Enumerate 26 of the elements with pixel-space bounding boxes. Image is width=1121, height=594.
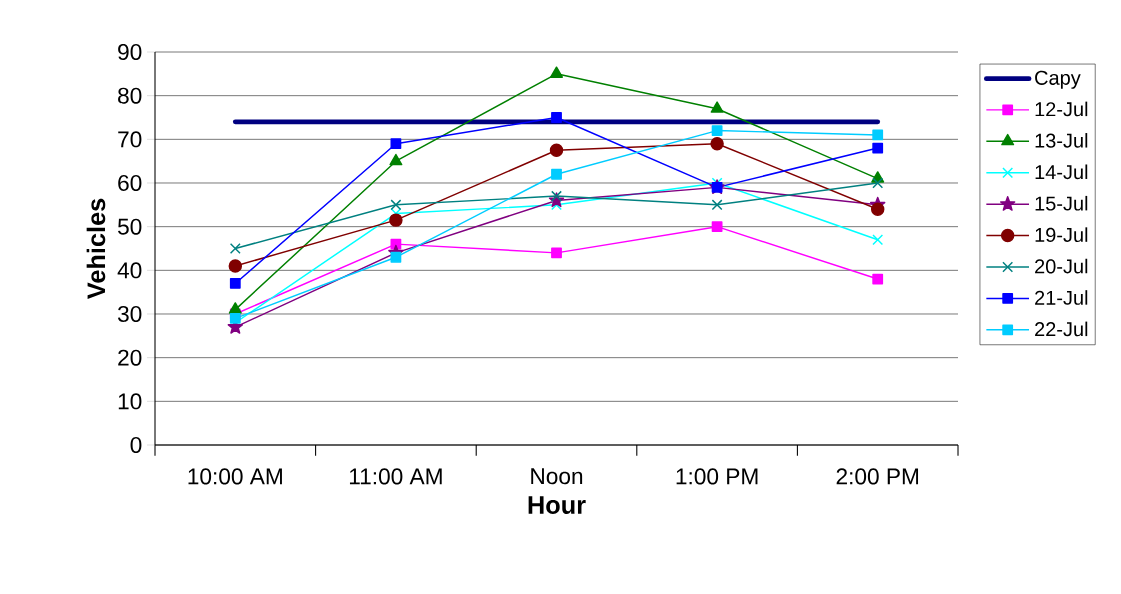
x-tick-label: 10:00 AM [188, 468, 282, 485]
legend-label: 21-Jul [1035, 290, 1088, 305]
legend-label: 14-Jul [1035, 164, 1088, 180]
y-tick-label: 40 [117, 262, 142, 279]
x-tick-label: Noon [531, 468, 583, 485]
legend-label: 15-Jul [1035, 195, 1088, 211]
y-tick-label: 90 [118, 43, 142, 61]
legend-label: 20-Jul [1035, 258, 1088, 274]
y-tick-label: 0 [130, 436, 142, 454]
y-tick-label: 50 [117, 218, 142, 235]
y-tick-label: 80 [118, 87, 142, 104]
legend-label: Capy [1035, 70, 1081, 89]
legend-label: 22-Jul [1035, 321, 1088, 337]
legend-label: 13-Jul [1035, 133, 1088, 148]
y-tick-label: 60 [118, 174, 142, 192]
y-tick-label: 10 [118, 393, 142, 410]
x-axis-title: Hour [528, 496, 586, 514]
y-tick-label: 20 [118, 349, 142, 366]
y-tick-label: 30 [117, 305, 142, 323]
legend-label: 12-Jul [1035, 101, 1088, 117]
x-tick-label: 2:00 PM [836, 468, 919, 485]
x-tick-label: 11:00 AM [349, 468, 442, 485]
y-tick-label: 70 [118, 131, 142, 148]
x-tick-label: 1:00 PM [676, 468, 758, 485]
y-axis-title: Vehicles [86, 198, 106, 300]
legend-label: 19-Jul [1035, 227, 1088, 242]
